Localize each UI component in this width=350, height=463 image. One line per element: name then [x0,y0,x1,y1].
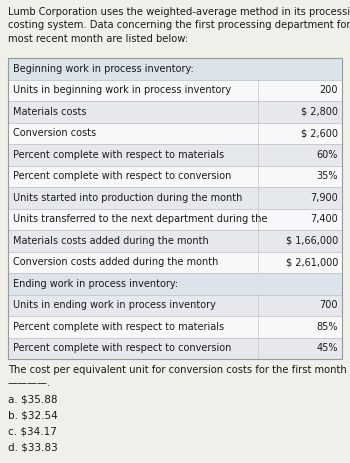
Bar [8,187,342,208]
Text: $ 2,61,000: $ 2,61,000 [286,257,338,267]
Text: Materials costs: Materials costs [13,107,86,117]
Text: 45%: 45% [316,343,338,353]
Bar [8,58,342,80]
Text: Ending work in process inventory:: Ending work in process inventory: [13,279,178,289]
Bar [8,101,342,123]
Text: b. $32.54: b. $32.54 [8,410,58,420]
Text: costing system. Data concerning the first processing department for the: costing system. Data concerning the firs… [8,20,350,31]
Text: c. $34.17: c. $34.17 [8,426,57,436]
Bar [8,165,342,187]
Bar [8,123,342,144]
Text: Beginning work in process inventory:: Beginning work in process inventory: [13,64,194,74]
Text: 7,900: 7,900 [310,193,338,203]
Bar [8,144,342,165]
Text: ————.: ————. [8,378,51,388]
Text: Units in ending work in process inventory: Units in ending work in process inventor… [13,300,216,310]
Text: Percent complete with respect to materials: Percent complete with respect to materia… [13,150,224,160]
Text: Conversion costs: Conversion costs [13,128,96,138]
Text: Percent complete with respect to conversion: Percent complete with respect to convers… [13,171,231,181]
Text: Percent complete with respect to conversion: Percent complete with respect to convers… [13,343,231,353]
Text: most recent month are listed below:: most recent month are listed below: [8,34,188,44]
Text: Conversion costs added during the month: Conversion costs added during the month [13,257,218,267]
Text: Units started into production during the month: Units started into production during the… [13,193,242,203]
Bar [8,316,342,338]
Bar [8,208,342,230]
Text: 85%: 85% [316,322,338,332]
Text: 35%: 35% [316,171,338,181]
Bar [8,230,342,251]
Bar [8,80,342,101]
Bar [8,58,342,359]
Text: 200: 200 [320,85,338,95]
Bar [8,251,342,273]
Bar [8,338,342,359]
Text: Lumb Corporation uses the weighted-average method in its processing: Lumb Corporation uses the weighted-avera… [8,7,350,17]
Bar [8,294,342,316]
Bar [8,273,342,294]
Text: Units transferred to the next department during the: Units transferred to the next department… [13,214,267,224]
Text: $ 2,800: $ 2,800 [301,107,338,117]
Text: 700: 700 [320,300,338,310]
Text: Materials costs added during the month: Materials costs added during the month [13,236,209,246]
Text: d. $33.83: d. $33.83 [8,442,58,452]
Text: Percent complete with respect to materials: Percent complete with respect to materia… [13,322,224,332]
Text: 60%: 60% [317,150,338,160]
Text: a. $35.88: a. $35.88 [8,394,57,404]
Text: 7,400: 7,400 [310,214,338,224]
Text: $ 2,600: $ 2,600 [301,128,338,138]
Text: $ 1,66,000: $ 1,66,000 [286,236,338,246]
Text: The cost per equivalent unit for conversion costs for the first month is: The cost per equivalent unit for convers… [8,365,350,375]
Text: Units in beginning work in process inventory: Units in beginning work in process inven… [13,85,231,95]
